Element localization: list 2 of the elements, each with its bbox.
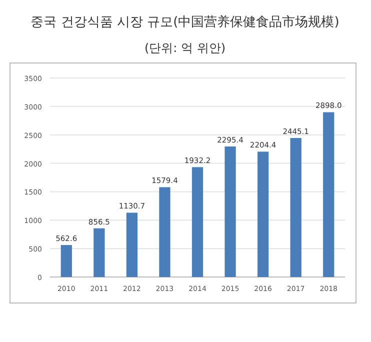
- subtitle: (단위: 억 위안): [144, 41, 226, 55]
- title: 중국 건강식품 시장 규모(中国营养保健食品市场规模): [30, 15, 340, 30]
